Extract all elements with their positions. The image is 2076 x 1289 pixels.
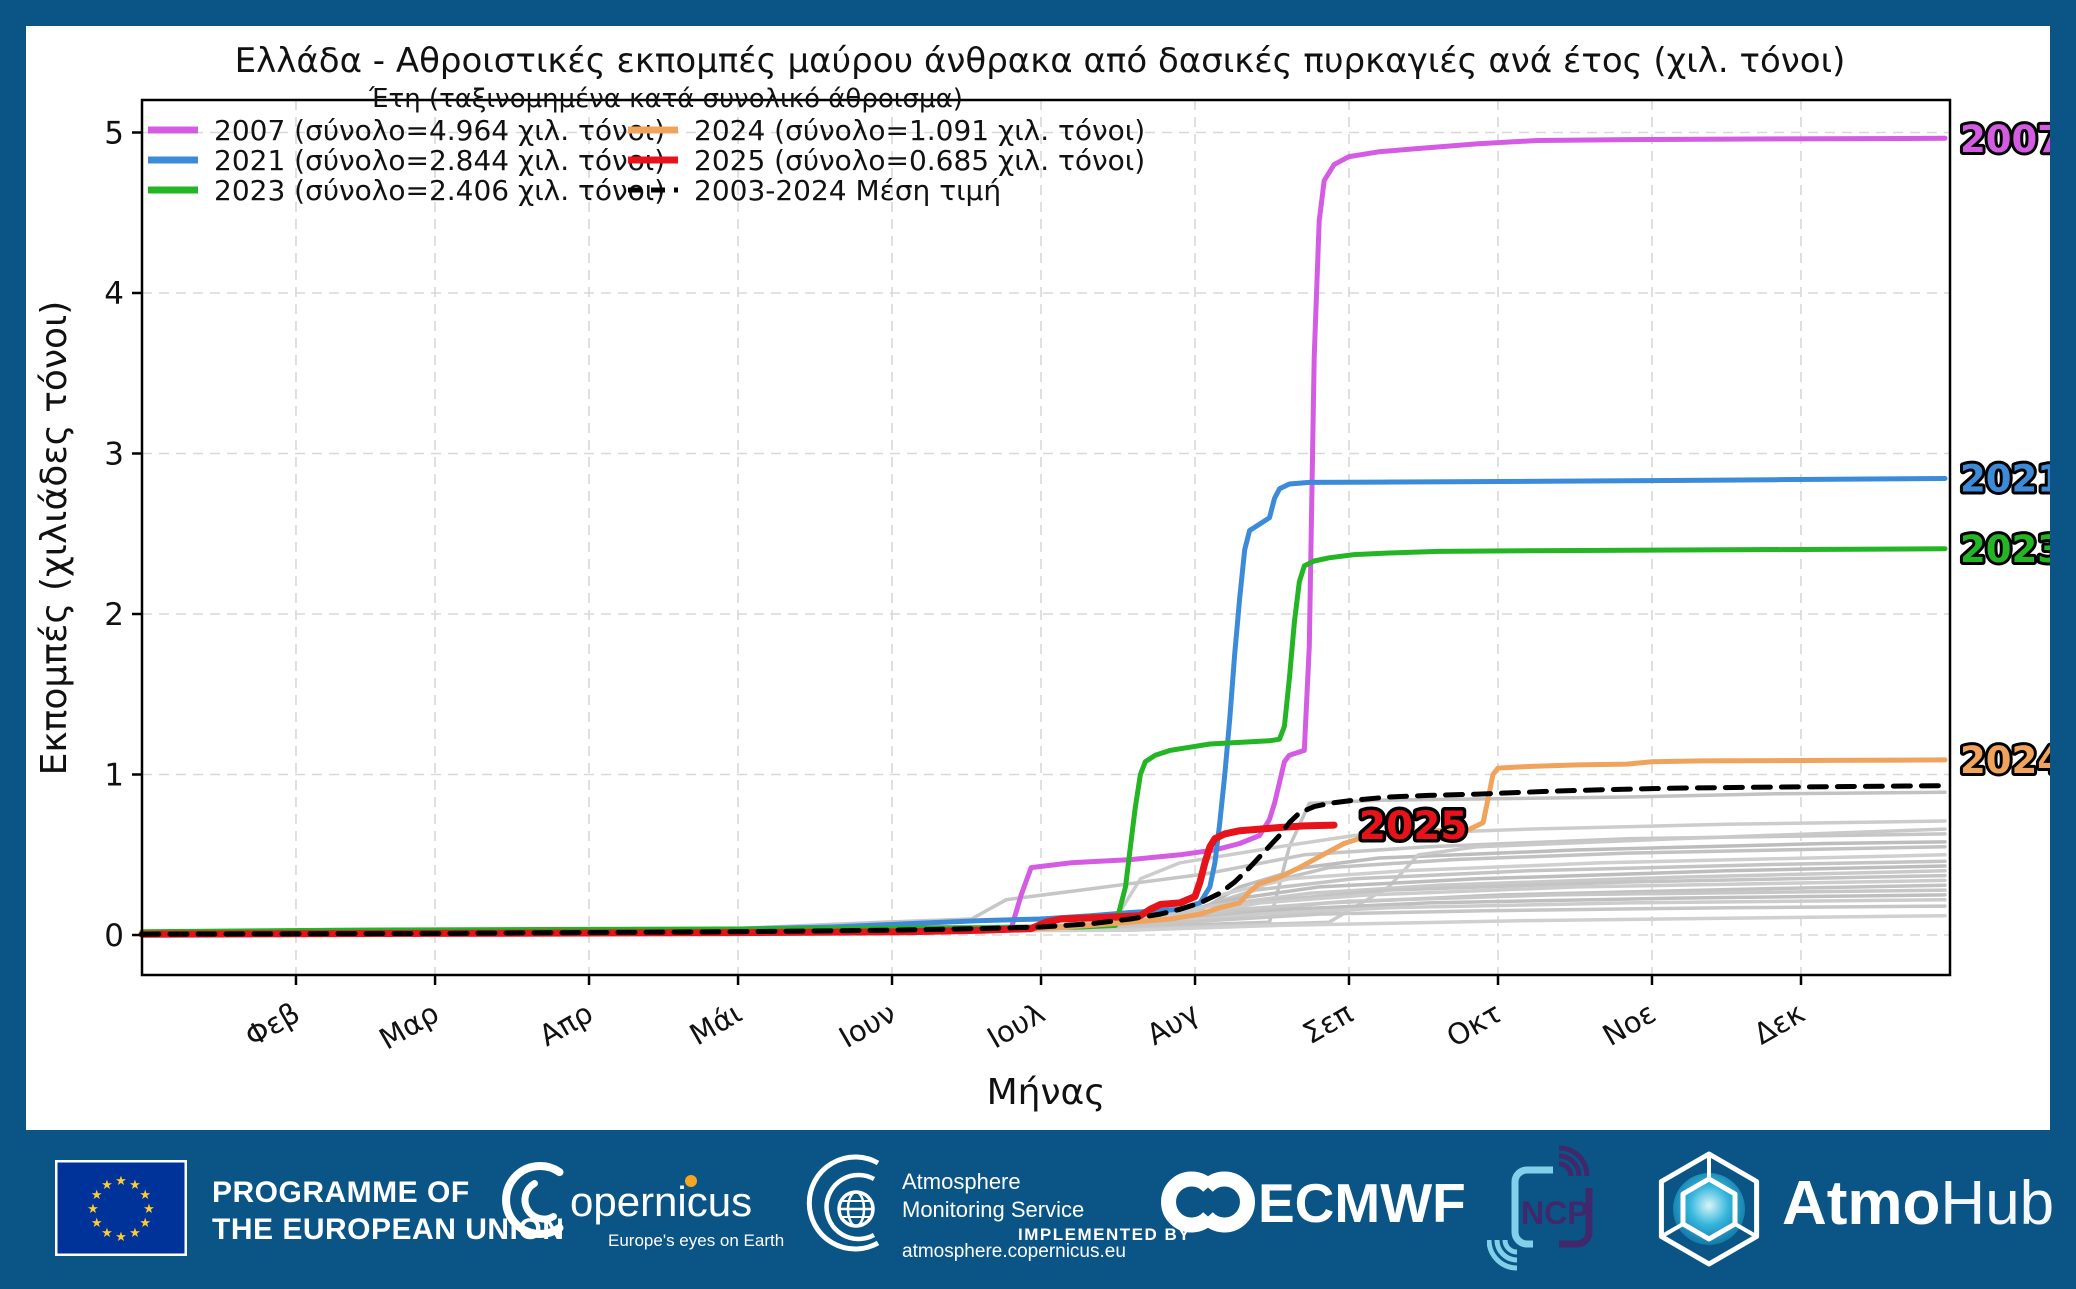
eu-star-icon: ★ [101,1226,113,1241]
ecmwf-logo: ECMWF [1161,1171,1466,1234]
implemented-by-label: IMPLEMENTED BY [1018,1225,1192,1244]
emissions-line-chart: Ελλάδα - Αθροιστικές εκπομπές μαύρου άνθ… [34,41,2050,1113]
chart-title: Ελλάδα - Αθροιστικές εκπομπές μαύρου άνθ… [235,41,1846,81]
year-inline-label-2025: 2025 [1359,804,1468,849]
plot-area: 0 1 2 3 4 5 Φεβ Μαρ Απρ Μάι Ιουν Ιουλ Αυγ Σεπ Οκτ Νοε Δε… [104,98,2050,1057]
eu-flag-logo: ★ ★★★★★★★★★★★ [55,1160,187,1256]
atmohub-wordmark-bold: Atmo [1782,1169,1941,1238]
atmohub-wordmark-light: Hub [1940,1169,2055,1238]
copernicus-tagline: Europe's eyes on Earth [608,1231,784,1250]
eu-star-icon: ★ [115,1230,127,1245]
x-tick-label: Σεπ [1297,996,1359,1051]
y-tick-label: 3 [104,437,124,473]
eu-programme-line2: THE EUROPEAN UNION [212,1213,565,1246]
ams-logo: Atmosphere Monitoring Service atmosphere… [806,1154,1126,1262]
x-tick-label: Αυγ [1141,996,1205,1052]
ncp-logo: NCP [1487,1145,1593,1271]
ecmwf-icon [1161,1171,1255,1233]
eu-star-icon: ★ [91,1188,103,1203]
x-tick-label: Δεκ [1748,996,1811,1052]
legend-entry-label: 2024 (σύνολο=1.091 χιλ. τόνοι) [694,114,1145,147]
eu-star-icon: ★ [115,1174,127,1189]
x-tick-label: Οκτ [1441,996,1508,1054]
eu-programme-line1: PROGRAMME OF [212,1176,470,1209]
legend-entry-label: 2003-2024 Μέση τιμή [694,174,1001,207]
ncp-teal-bracket-icon [1511,1166,1553,1248]
x-tick-label: Ιουλ [981,996,1050,1056]
ncp-purple-wifi-icon [1558,1145,1590,1177]
legend-entry-label: 2021 (σύνολο=2.844 χιλ. τόνοι) [214,144,665,177]
ams-line2: Monitoring Service [902,1197,1084,1222]
copernicus-inner-arc-icon [521,1180,557,1223]
copernicus-orange-dot-icon [685,1175,697,1187]
series-line-2023 [139,546,1948,935]
year-end-label-2023: 2023 [1960,528,2050,571]
ncp-wordmark: NCP [1521,1195,1589,1231]
y-axis-title: Εκπομπές (χιλιάδες τόνοι) [34,301,75,776]
y-tick-label: 2 [104,597,124,633]
legend-title: Έτη (ταξινομημένα κατά συνολικό άθροισμα… [368,84,963,114]
eu-flag-stars: ★ ★★★★★★★★★★★ [87,1174,155,1245]
year-end-label-2007: 2007 [1960,118,2050,161]
eu-star-icon: ★ [101,1178,113,1193]
eu-star-icon: ★ [139,1188,151,1203]
x-tick-label: Φεβ [239,996,305,1054]
year-end-label-2021: 2021 [1960,458,2050,501]
eu-star-icon: ★ [87,1202,99,1217]
atmohub-icon [1658,1151,1760,1267]
copernicus-crescent-icon [502,1162,564,1238]
y-tick-label: 1 [104,758,124,794]
copernicus-logo: opernicus Europe's eyes on Earth [502,1162,784,1250]
background-year-line [140,832,1947,936]
eu-star-icon: ★ [129,1178,141,1193]
x-axis-title: Μήνας [987,1072,1106,1113]
eu-programme-text: PROGRAMME OF THE EUROPEAN UNION [212,1174,564,1248]
x-tick-label: Απρ [533,996,598,1053]
ecmwf-wordmark: ECMWF [1258,1172,1466,1234]
ncp-teal-wave-icon [1487,1239,1518,1271]
copernicus-wordmark: opernicus [570,1178,752,1225]
ams-line1: Atmosphere [902,1169,1021,1194]
atmohub-wordmark: AtmoHub [1782,1168,2054,1239]
legend-entry-label: 2025 (σύνολο=0.685 χιλ. τόνοι) [694,144,1145,177]
series-line-2021 [139,476,1948,937]
x-tick-label: Μαρ [373,996,444,1057]
eu-star-icon: ★ [139,1216,151,1231]
x-tick-label: Ιουν [833,996,901,1055]
chart-panel: Ελλάδα - Αθροιστικές εκπομπές μαύρου άνθ… [26,26,2050,1130]
eu-star-icon: ★ [143,1202,155,1217]
y-tick-label: 5 [104,116,124,152]
ams-globe-icon [806,1154,880,1252]
y-tick-label: 4 [104,276,124,312]
legend-entry-label: 2023 (σύνολο=2.406 χιλ. τόνοι) [214,174,665,207]
series-line-mean-2003-2024 [139,783,1948,937]
year-end-label-2024: 2024 [1960,739,2050,782]
legend-entry-label: 2007 (σύνολο=4.964 χιλ. τόνοι) [214,114,665,147]
footer-banner: ★ ★ ★ ★ ★ ★ ★ ★ ★ ★ ★ ★ PROGRAMME OF THE EUROPEAN U… [0,1130,2076,1289]
x-tick-label: Νοε [1597,996,1662,1053]
y-tick-label: 0 [104,918,124,954]
ncp-purple-bracket-icon [1559,1188,1593,1248]
eu-star-icon: ★ [91,1216,103,1231]
ams-url: atmosphere.copernicus.eu [902,1241,1126,1262]
series-line-2007 [139,135,1948,936]
legend: 2007 (σύνολο=4.964 χιλ. τόνοι)2021 (σύνο… [148,114,1145,207]
eu-star-icon: ★ [129,1226,141,1241]
x-tick-label: Μάι [684,996,748,1052]
plot-frame [140,98,1952,977]
